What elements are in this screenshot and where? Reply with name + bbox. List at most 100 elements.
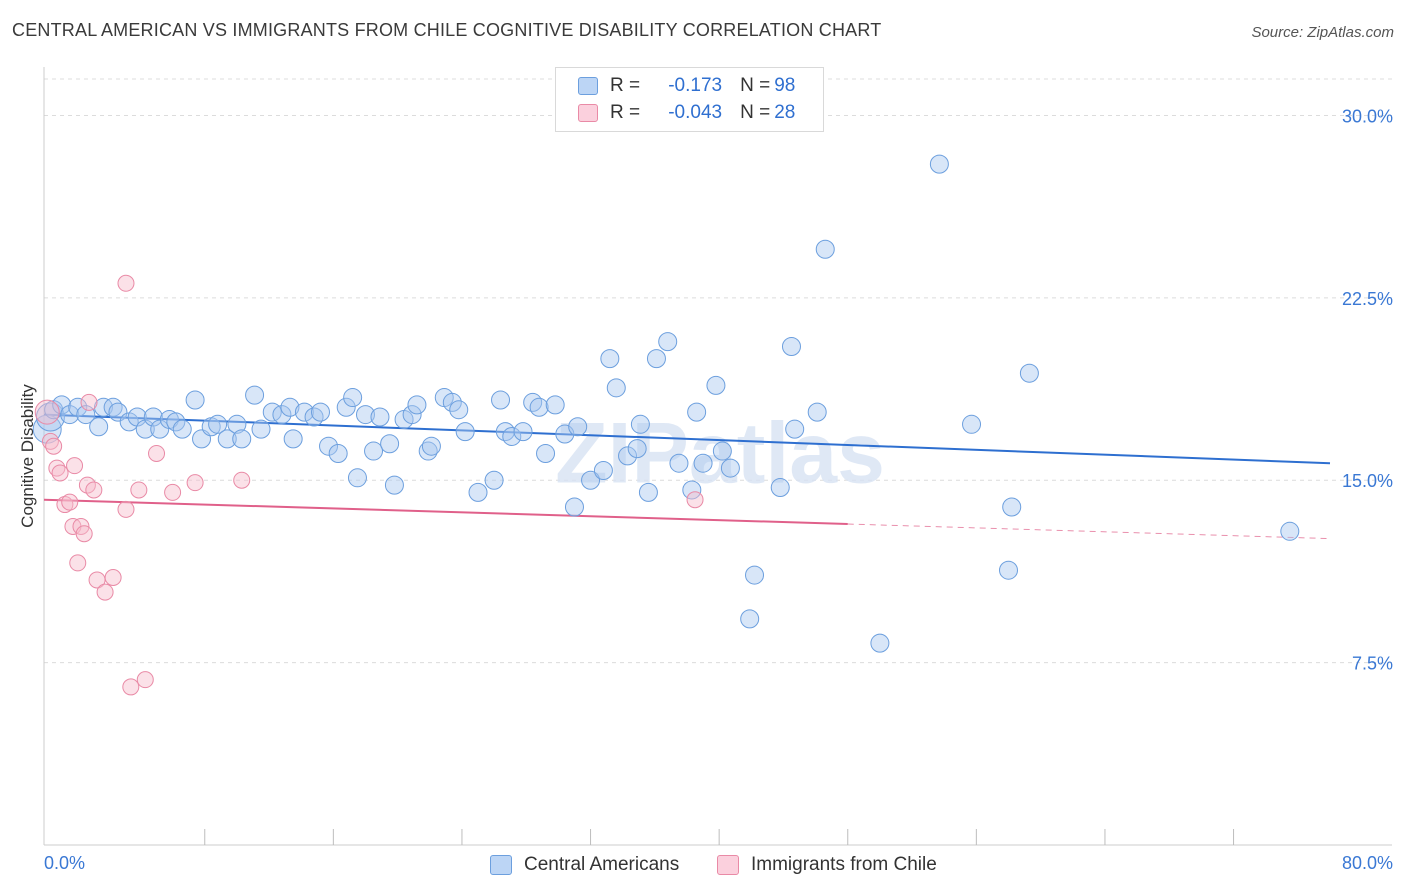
data-point-central-americans [545, 395, 565, 415]
data-point-central-americans [364, 441, 384, 461]
data-point-central-americans [449, 400, 469, 420]
data-point-central-americans [143, 407, 163, 427]
data-point-central-americans [484, 470, 504, 490]
y-tick-label: 7.5% [1352, 654, 1393, 674]
data-point-central-americans [627, 439, 647, 459]
trend-line-central-americans [43, 413, 1331, 465]
data-point-central-americans [999, 560, 1018, 580]
series-swatch-blue [490, 855, 512, 875]
data-point-central-americans [310, 402, 330, 422]
data-point-central-americans [682, 480, 702, 500]
data-point-central-americans [870, 633, 890, 653]
tick-label-layer: 7.5% 15.0% 22.5% 30.0% 0.0% 80.0% [44, 106, 1393, 873]
legend-r-label: R = [610, 75, 641, 96]
data-point-central-americans [166, 412, 186, 432]
data-point-central-americans [720, 458, 740, 478]
data-point-immigrants-chile [56, 496, 74, 514]
data-point-central-americans [380, 434, 400, 454]
data-point-central-americans [227, 414, 247, 434]
legend-n-label: N = [740, 102, 771, 123]
data-point-central-americans [638, 482, 658, 502]
data-point-central-americans [336, 397, 356, 417]
data-point-central-americans [468, 482, 488, 502]
data-point-central-americans [60, 405, 80, 425]
data-point-immigrants-chile [117, 500, 135, 518]
data-point-central-americans [807, 402, 827, 422]
series-legend-immigrants-chile: Immigrants from Chile [717, 852, 937, 878]
data-point-central-americans [1019, 363, 1039, 383]
data-point-central-americans [693, 453, 713, 473]
data-point-central-americans [568, 417, 588, 437]
data-point-central-americans [600, 349, 620, 369]
data-point-central-americans [407, 395, 427, 415]
y-tick-label: 30.0% [1342, 106, 1393, 126]
data-point-immigrants-chile [96, 583, 114, 601]
data-point-central-americans [781, 336, 801, 356]
series-swatch-pink [717, 855, 739, 875]
data-point-central-americans [304, 407, 324, 427]
legend-r-value: -0.173 [668, 75, 723, 96]
axis-layer [43, 67, 1392, 846]
data-point-central-americans [232, 429, 252, 449]
data-point-central-americans [770, 478, 790, 498]
data-point-central-americans [150, 419, 170, 439]
data-point-central-americans [513, 422, 533, 442]
legend-n-value: 98 [774, 75, 796, 96]
data-point-central-americans [319, 436, 339, 456]
data-point-immigrants-chile [80, 393, 98, 411]
data-point-central-americans [815, 239, 835, 259]
data-point-central-americans [328, 443, 348, 463]
x-tick-label: 0.0% [44, 853, 85, 873]
data-point-central-americans [687, 402, 707, 422]
data-point-immigrants-chile [34, 399, 60, 425]
data-point-central-americans [1002, 497, 1022, 517]
data-point-central-americans [172, 419, 192, 439]
data-point-central-americans [536, 443, 556, 463]
data-point-central-americans [370, 407, 390, 427]
data-point-central-americans [929, 154, 949, 174]
data-point-immigrants-chile [186, 474, 204, 492]
data-point-central-americans [491, 390, 511, 410]
correlation-legend: R = -0.173 N = 98 R = -0.043 N = 28 [555, 67, 824, 132]
grid-layer [44, 78, 1392, 664]
legend-r-value: -0.043 [668, 102, 723, 123]
data-point-central-americans [606, 378, 626, 398]
data-point-central-americans [280, 397, 300, 417]
data-point-central-americans [294, 402, 314, 422]
data-point-immigrants-chile [136, 671, 154, 689]
trend-line-extension-immigrants-chile [847, 523, 1331, 540]
data-point-central-americans [712, 441, 732, 461]
data-point-immigrants-chile [48, 459, 66, 477]
data-point-immigrants-chile [686, 491, 704, 509]
data-point-central-americans [529, 397, 549, 417]
y-axis-label: Cognitive Disability [18, 384, 37, 528]
data-point-central-americans [272, 405, 292, 425]
data-point-immigrants-chile [69, 554, 87, 572]
data-point-central-americans [442, 392, 462, 412]
data-point-central-americans [455, 422, 475, 442]
legend-row-central-americans: R = -0.173 N = 98 [578, 73, 795, 99]
data-point-central-americans [347, 468, 367, 488]
y-tick-label: 15.0% [1342, 471, 1393, 491]
point-layer [32, 154, 1300, 696]
data-point-central-americans [785, 419, 805, 439]
data-point-immigrants-chile [117, 274, 135, 292]
data-point-central-americans [740, 609, 760, 629]
data-point-immigrants-chile [85, 481, 103, 499]
data-point-central-americans [402, 405, 422, 425]
data-point-central-americans [208, 414, 228, 434]
data-point-central-americans [217, 429, 237, 449]
series-legend-central-americans: Central Americans [490, 852, 679, 878]
data-point-central-americans [93, 397, 113, 417]
data-point-central-americans [245, 385, 265, 405]
data-point-immigrants-chile [66, 457, 84, 475]
series-label: Immigrants from Chile [751, 854, 937, 875]
data-point-central-americans [283, 429, 303, 449]
legend-swatch-pink [578, 104, 598, 122]
data-point-central-americans [89, 417, 109, 437]
data-point-central-americans [1280, 521, 1300, 541]
data-point-central-americans [618, 446, 638, 466]
data-point-central-americans [421, 436, 441, 456]
series-label: Central Americans [524, 854, 680, 875]
